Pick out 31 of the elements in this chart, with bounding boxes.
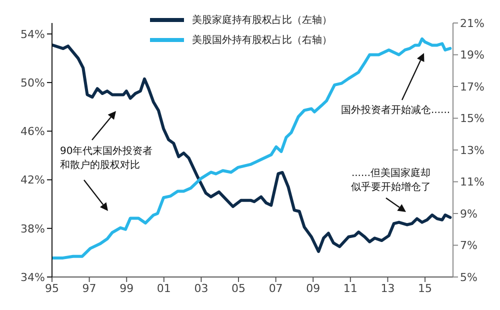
y-tick-label: 50% [20,76,45,90]
x-tick-label: 03 [194,282,208,295]
y-tick-label: 54% [20,28,45,41]
x-tick-label: 07 [268,282,283,295]
annotation: 90年代末国外投资者和散户的股权对比 [60,145,153,171]
x-tick-label: 01 [156,282,171,295]
y2-tick-label: 7% [460,239,478,252]
y2-tick-label: 19% [460,48,484,62]
y2-tick-label: 9% [460,207,478,220]
x-tick-label: 13 [380,282,395,295]
y2-tick-label: 21% [460,16,484,30]
annotation: 国外投资者开始减仓...... [341,104,450,116]
y-tick-label: 38% [20,222,45,236]
y-tick-label: 34% [20,270,45,284]
x-tick-label: 09 [306,282,320,295]
x-tick-label: 95 [45,282,59,295]
y2-tick-label: 13% [460,144,484,157]
x-tick-label: 11 [343,282,358,295]
legend-label: 美股家庭持有股权占比（左轴） [192,14,332,27]
annotation: ......但美国家庭却似乎要开始增仓了 [351,167,431,193]
x-tick-label: 05 [232,282,246,295]
y2-tick-label: 11% [460,176,484,189]
y-tick-label: 42% [20,174,45,187]
x-tick-label: 99 [120,282,134,295]
y-tick-label: 46% [20,125,45,138]
x-tick-label: 15 [418,282,432,295]
legend-label: 美股国外持有股权占比（右轴） [192,34,332,47]
y2-tick-label: 15% [460,112,484,126]
x-tick-label: 97 [82,282,96,295]
y2-tick-label: 17% [460,80,484,94]
y2-tick-label: 5% [460,270,478,284]
